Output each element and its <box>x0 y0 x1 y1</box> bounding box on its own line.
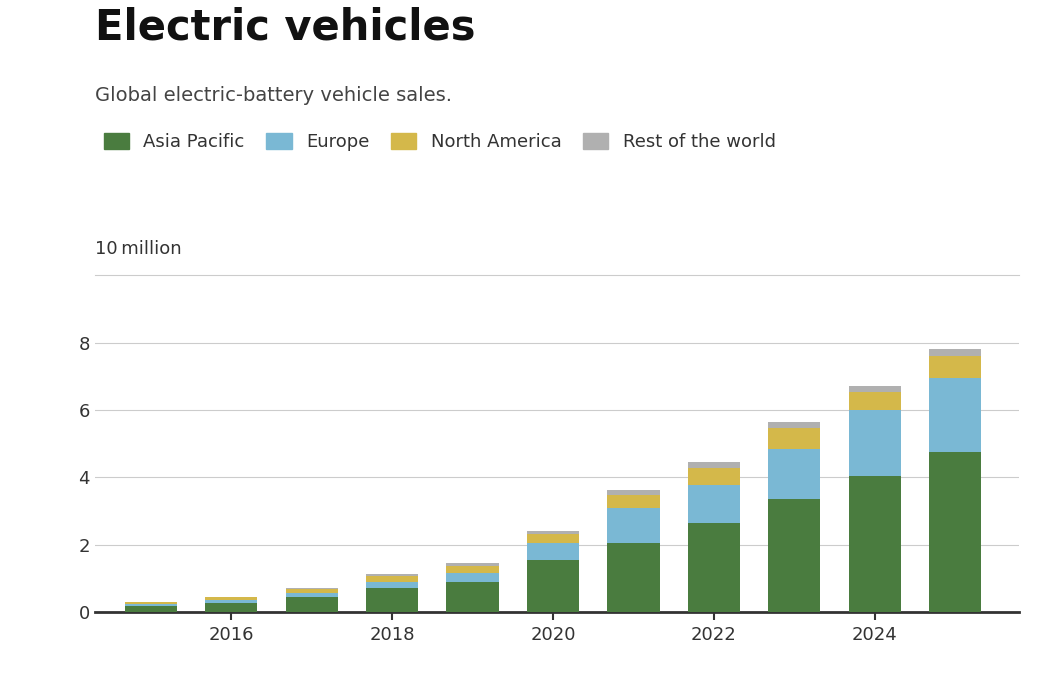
Bar <box>286 593 337 597</box>
Bar <box>366 576 418 582</box>
Bar <box>286 597 337 612</box>
Bar <box>768 422 821 427</box>
Text: Global electric-battery vehicle sales.: Global electric-battery vehicle sales. <box>95 86 452 105</box>
Bar <box>607 508 660 544</box>
Bar <box>687 485 740 523</box>
Bar <box>125 604 177 605</box>
Bar <box>848 387 901 391</box>
Bar <box>125 605 177 612</box>
Bar <box>125 602 177 604</box>
Bar <box>929 350 982 356</box>
Text: Electric vehicles: Electric vehicles <box>95 7 475 49</box>
Bar <box>447 563 499 566</box>
Bar <box>527 534 579 543</box>
Bar <box>607 495 660 508</box>
Bar <box>527 560 579 612</box>
Bar <box>607 491 660 495</box>
Bar <box>768 499 821 612</box>
Bar <box>929 452 982 612</box>
Bar <box>447 566 499 573</box>
Bar <box>366 574 418 576</box>
Legend: Asia Pacific, Europe, North America, Rest of the world: Asia Pacific, Europe, North America, Res… <box>104 133 776 151</box>
Bar <box>687 523 740 612</box>
Bar <box>687 468 740 485</box>
Bar <box>205 603 257 612</box>
Text: 10 million: 10 million <box>95 240 181 258</box>
Bar <box>286 588 337 590</box>
Bar <box>768 449 821 499</box>
Bar <box>929 356 982 378</box>
Bar <box>768 427 821 449</box>
Bar <box>848 476 901 612</box>
Bar <box>607 544 660 612</box>
Bar <box>929 378 982 452</box>
Bar <box>848 410 901 476</box>
Bar <box>366 588 418 612</box>
Bar <box>447 582 499 612</box>
Bar <box>527 543 579 560</box>
Bar <box>366 582 418 588</box>
Bar <box>205 600 257 603</box>
Bar <box>527 531 579 534</box>
Bar <box>687 462 740 468</box>
Bar <box>286 590 337 593</box>
Bar <box>205 597 257 600</box>
Bar <box>848 391 901 410</box>
Bar <box>447 573 499 582</box>
